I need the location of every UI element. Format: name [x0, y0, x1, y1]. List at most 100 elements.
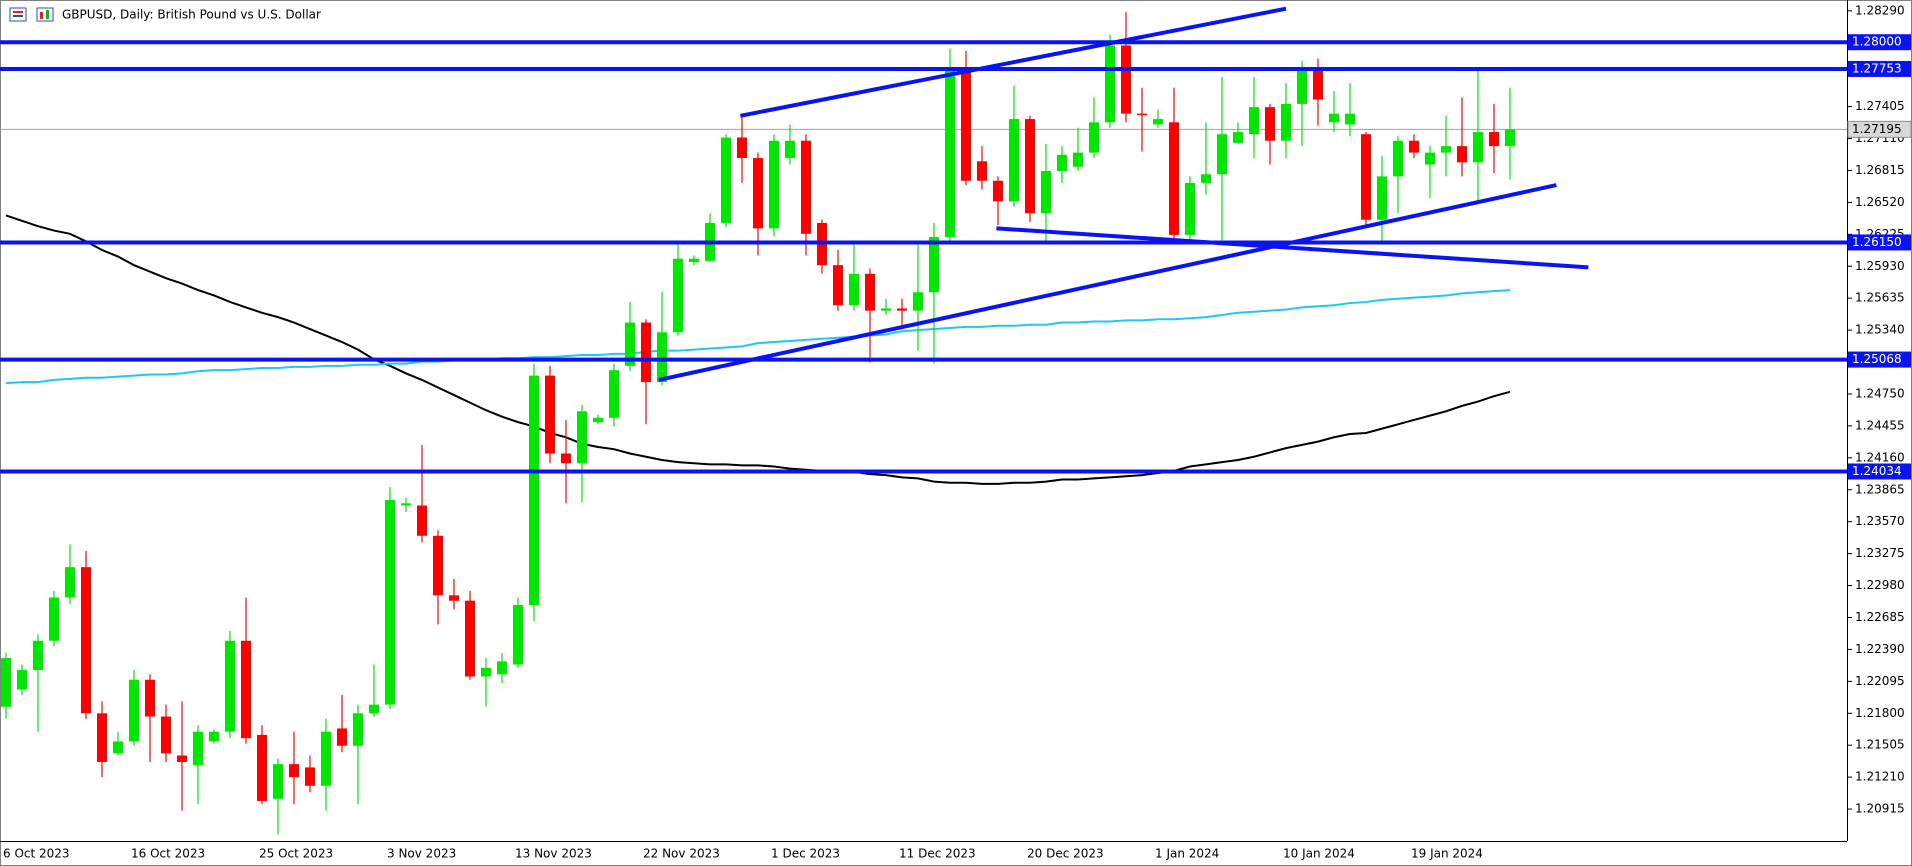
candle-body	[801, 140, 811, 234]
candle-body	[1505, 129, 1515, 147]
candle-body	[1329, 113, 1339, 123]
candle-body	[561, 453, 571, 464]
moving-average-line	[5, 289, 1511, 385]
y-tick-label: 1.24750	[1855, 386, 1905, 400]
candle-body	[289, 764, 299, 778]
icon-list-bar	[13, 15, 23, 17]
candle-body	[593, 417, 603, 423]
candle-body	[1073, 152, 1083, 167]
candle-body	[993, 180, 1003, 202]
candle-body	[945, 70, 955, 238]
candle-body	[1121, 45, 1131, 114]
y-tick-label: 1.28290	[1855, 3, 1905, 17]
candle-body	[161, 716, 171, 754]
icon-chart-bar	[46, 10, 49, 19]
candle-body	[49, 597, 59, 641]
x-tick-label: 6 Oct 2023	[3, 847, 70, 861]
candle-body	[721, 137, 731, 223]
candle-body	[1473, 132, 1483, 163]
y-tick-label: 1.23275	[1855, 546, 1905, 560]
level-label-box	[1848, 234, 1911, 251]
candle-body	[241, 640, 251, 739]
moving-average-line	[5, 214, 1511, 485]
chart-title: GBPUSD, Daily: British Pound vs U.S. Dol…	[62, 8, 321, 22]
candle-body	[337, 728, 347, 746]
candle-body	[1345, 113, 1355, 125]
title-icons	[9, 7, 54, 22]
candle-body	[257, 734, 267, 801]
candle-body	[1041, 171, 1051, 214]
candle-body	[193, 731, 203, 766]
candle-body	[849, 273, 859, 306]
candle-body	[225, 640, 235, 732]
trendline	[996, 226, 1589, 270]
candle-body	[1457, 146, 1467, 163]
candle-body	[913, 292, 923, 311]
candle-body	[497, 661, 507, 675]
candle-body	[369, 704, 379, 714]
candle-body	[657, 332, 667, 383]
candle-body	[1153, 119, 1163, 125]
candle-body	[625, 322, 635, 366]
candle-body	[81, 567, 91, 714]
candle-body	[737, 137, 747, 159]
candle-body	[209, 731, 219, 742]
trendline	[740, 6, 1287, 118]
candle-body	[977, 161, 987, 181]
candle-body	[881, 308, 891, 311]
current-price-label: 1.27195	[1852, 122, 1902, 136]
candle-body	[785, 140, 795, 159]
icon-chart	[36, 7, 54, 22]
candle-body	[113, 741, 123, 754]
candle-body	[1, 658, 11, 707]
candle-body	[97, 713, 107, 762]
candle-body	[17, 669, 27, 690]
y-tick-label: 1.20915	[1855, 802, 1905, 816]
candle-body	[129, 679, 139, 742]
candle-body	[273, 764, 283, 799]
candle-body	[577, 411, 587, 464]
candle-body	[1057, 154, 1067, 172]
candle-body	[609, 370, 619, 418]
current-price-box	[1847, 120, 1912, 138]
x-tick-label: 25 Oct 2023	[259, 847, 333, 861]
candle-body	[545, 375, 555, 454]
y-tick-label: 1.22685	[1855, 610, 1905, 624]
candle-body	[481, 667, 491, 677]
candle-body	[1105, 45, 1115, 123]
candle-body	[689, 258, 699, 262]
candle-body	[1425, 152, 1435, 165]
x-tick-label: 20 Dec 2023	[1027, 847, 1104, 861]
level-label: 1.27753	[1852, 61, 1902, 75]
candle-body	[1313, 69, 1323, 100]
candle-body	[753, 158, 763, 229]
candle-body	[353, 713, 363, 746]
level-label-box	[1848, 351, 1911, 368]
candle-body	[33, 640, 43, 670]
y-tick-label: 1.23865	[1855, 482, 1905, 496]
candle-body	[1265, 107, 1275, 141]
level-label: 1.28000	[1852, 35, 1902, 49]
y-tick-label: 1.23570	[1855, 514, 1905, 528]
candle-body	[417, 505, 427, 536]
x-tick-label: 13 Nov 2023	[515, 847, 592, 861]
candle-body	[513, 605, 523, 665]
candle-body	[1137, 113, 1147, 116]
y-tick-label: 1.25635	[1855, 291, 1905, 305]
candle-body	[177, 755, 187, 762]
candle-body	[641, 322, 651, 383]
x-tick-label: 19 Jan 2024	[1411, 847, 1483, 861]
candle-body	[1009, 119, 1019, 202]
x-tick-label: 16 Oct 2023	[131, 847, 205, 861]
x-tick-label: 3 Nov 2023	[387, 847, 456, 861]
level-label-box	[1848, 34, 1911, 51]
y-tick-label: 1.21505	[1855, 738, 1905, 752]
level-label: 1.25068	[1852, 352, 1902, 366]
candle-body	[1489, 132, 1499, 147]
x-tick-label: 1 Jan 2024	[1155, 847, 1219, 861]
y-tick-label: 1.24160	[1855, 450, 1905, 464]
x-tick-label: 1 Dec 2023	[771, 847, 840, 861]
candle-body	[401, 503, 411, 506]
